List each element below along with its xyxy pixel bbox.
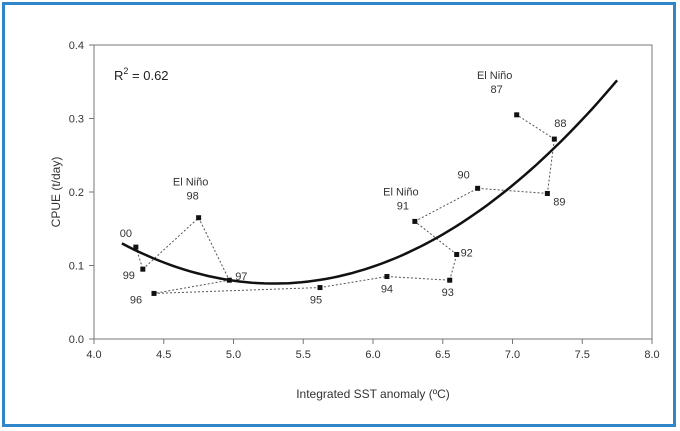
connector-92-91 — [414, 221, 458, 255]
x-tick-label: 7.5 — [575, 349, 590, 361]
y-tick-label: 0.1 — [69, 261, 84, 273]
y-tick-label: 0.4 — [69, 40, 84, 52]
plot-area — [93, 44, 653, 340]
point-00 — [133, 244, 139, 250]
point-96 — [151, 290, 157, 296]
x-tick-label: 5.5 — [296, 349, 311, 361]
connector-97-96 — [153, 279, 230, 294]
y-tick-label: 0.3 — [69, 114, 84, 126]
x-tick-label: 7.0 — [505, 349, 520, 361]
point-label-92: 92 — [461, 247, 473, 259]
x-axis-title: Integrated SST anomaly (ºC) — [296, 387, 450, 401]
y-tick-label: 0.0 — [69, 334, 84, 346]
point-94 — [384, 274, 390, 280]
point-label-94: 94 — [381, 284, 393, 296]
point-label-99: 99 — [123, 270, 135, 282]
axis-ticks: 4.0 4.5 5.0 5.5 6.0 6.5 7.0 7.5 8.0 0.0 0.1 0.2 0.3 0… — [69, 40, 660, 361]
point-91 — [412, 218, 418, 224]
quadratic-fit-curve — [121, 79, 619, 285]
point-label-97: 97 — [235, 271, 247, 283]
point-95 — [317, 285, 323, 291]
point-label-87: 87 — [491, 84, 503, 96]
r-squared-value: = 0.62 — [128, 68, 168, 83]
x-tick-label: 6.0 — [365, 349, 380, 361]
year-connector-lines — [135, 114, 555, 294]
connector-93-92 — [449, 254, 458, 281]
y-tick-label: 0.2 — [69, 187, 84, 199]
connector-94-93 — [386, 276, 450, 281]
connector-95-94 — [319, 276, 388, 289]
point-label-91: 91 — [397, 200, 409, 212]
point-label-88: 88 — [554, 118, 566, 130]
point-92 — [454, 251, 460, 257]
point-93 — [447, 277, 453, 283]
x-tick-label: 5.0 — [226, 349, 241, 361]
x-tick-label: 6.5 — [435, 349, 450, 361]
y-axis-title: CPUE (t/day) — [49, 157, 63, 228]
point-97 — [226, 277, 232, 283]
point-99 — [140, 266, 146, 272]
point-labels: 00 99 98 El Niño 97 96 95 94 93 92 91 El Niño 90 89 88… — [120, 70, 567, 307]
point-88 — [551, 136, 557, 142]
r-squared-r: R — [114, 68, 123, 83]
point-label-89: 89 — [553, 196, 565, 208]
connector-88-87 — [516, 114, 555, 140]
point-label-96: 96 — [130, 294, 142, 306]
point-89 — [544, 190, 550, 196]
point-label-90: 90 — [458, 169, 470, 181]
el-nino-tag-98: El Niño — [173, 177, 208, 189]
el-nino-tag-91: El Niño — [383, 186, 418, 198]
x-tick-label: 8.0 — [644, 349, 659, 361]
x-tick-label: 4.0 — [86, 349, 101, 361]
point-label-93: 93 — [442, 287, 454, 299]
data-points — [133, 112, 557, 296]
x-tick-label: 4.5 — [156, 349, 171, 361]
point-98 — [196, 215, 202, 221]
r-squared-annotation: R2 = 0.62 — [114, 66, 169, 83]
point-90 — [475, 185, 481, 191]
point-label-98: 98 — [187, 191, 199, 203]
point-label-00: 00 — [120, 228, 132, 240]
point-label-95: 95 — [310, 295, 322, 307]
connector-99-98 — [142, 217, 199, 270]
point-87 — [514, 112, 520, 118]
el-nino-tag-87: El Niño — [477, 70, 512, 82]
r-squared-sup: 2 — [123, 66, 128, 76]
